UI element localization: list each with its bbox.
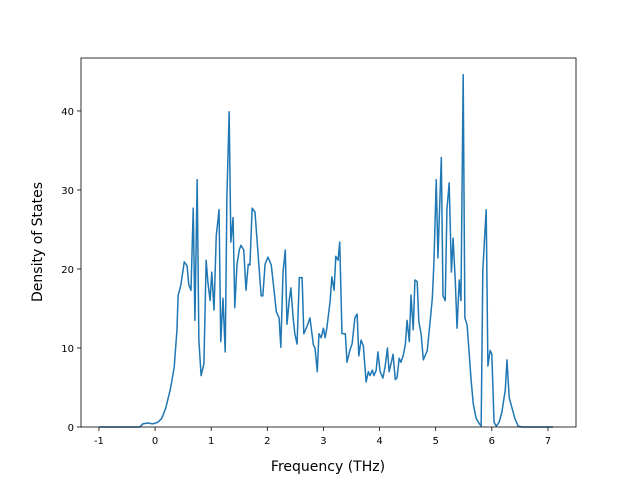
y-tick-label: 40: [61, 107, 74, 118]
y-tick-label: 10: [61, 344, 74, 355]
y-tick-label: 0: [68, 423, 74, 434]
x-tick-label: 5: [433, 436, 439, 447]
x-tick-label: 7: [545, 436, 551, 447]
x-axis-label: Frequency (THz): [271, 459, 385, 475]
y-axis-label: Density of States: [30, 182, 46, 302]
y-tick-label: 20: [61, 265, 74, 276]
x-tick-label: 3: [320, 436, 326, 447]
x-tick-label: -1: [94, 436, 104, 447]
x-tick-label: 1: [208, 436, 214, 447]
x-tick-label: 0: [152, 436, 158, 447]
x-tick-label: 2: [264, 436, 270, 447]
x-tick-label: 6: [489, 436, 495, 447]
plot-frame: [80, 57, 577, 428]
x-tick-label: 4: [376, 436, 382, 447]
y-tick-label: 30: [61, 186, 74, 197]
data-line: [98, 73, 553, 428]
